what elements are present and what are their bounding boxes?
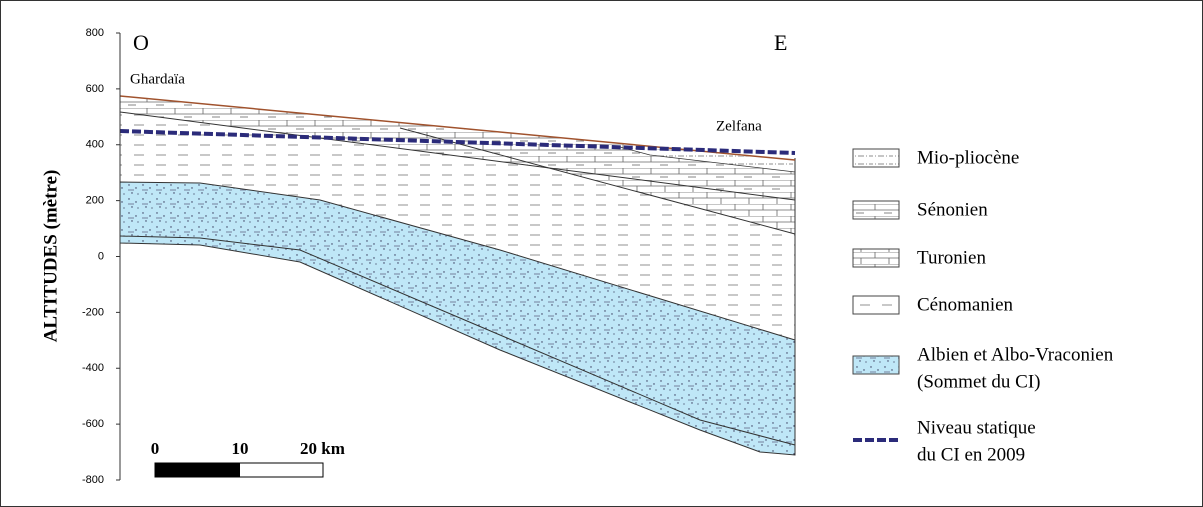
tick-label: 200 — [86, 195, 104, 207]
tick-label: 800 — [86, 27, 104, 39]
axis-label: ALTITUDES (mètre) — [40, 170, 61, 343]
legend-label: Sénonien — [917, 199, 988, 220]
scale-bar: 0 10 20 km — [151, 439, 345, 477]
legend-label: Mio-pliocène — [917, 147, 1019, 168]
legend-label: Turonien — [917, 247, 986, 268]
legend-label: Cénomanien — [917, 294, 1014, 315]
legend-label: Niveau statique — [917, 417, 1036, 438]
scale-label: 10 — [232, 439, 249, 458]
tick-label: 400 — [86, 139, 104, 151]
tick-label: -600 — [82, 418, 104, 430]
tick-label: 600 — [86, 83, 104, 95]
ticks: 800 600 400 200 0 -200 -400 -600 -800 — [82, 27, 120, 486]
legend-label: du CI en 2009 — [917, 444, 1025, 465]
legend-swatch — [853, 149, 899, 167]
legend-swatch — [853, 249, 899, 267]
layers — [120, 96, 795, 455]
legend-swatch — [853, 356, 899, 374]
tick-label: -400 — [82, 362, 104, 374]
scale-bar-fill — [155, 463, 240, 477]
legend-label: Albien et Albo-Vraconien — [917, 344, 1114, 365]
cross-section: ALTITUDES (mètre) 800 600 400 200 0 -200 -400 -… — [0, 0, 1203, 507]
place-label: Zelfana — [716, 118, 762, 134]
scale-label: 0 — [151, 439, 160, 458]
place-label: Ghardaïa — [130, 71, 185, 87]
tick-label: 0 — [98, 250, 104, 262]
legend-swatch — [853, 296, 899, 314]
legend: Mio-pliocène Sénonien Turonien Cénomanie… — [853, 147, 1114, 465]
east-label: E — [774, 30, 787, 55]
legend-swatch — [853, 201, 899, 219]
legend-label: (Sommet du CI) — [917, 371, 1041, 392]
tick-label: -800 — [82, 474, 104, 486]
scale-label: 20 km — [300, 439, 345, 458]
west-label: O — [133, 30, 149, 55]
tick-label: -200 — [82, 306, 104, 318]
